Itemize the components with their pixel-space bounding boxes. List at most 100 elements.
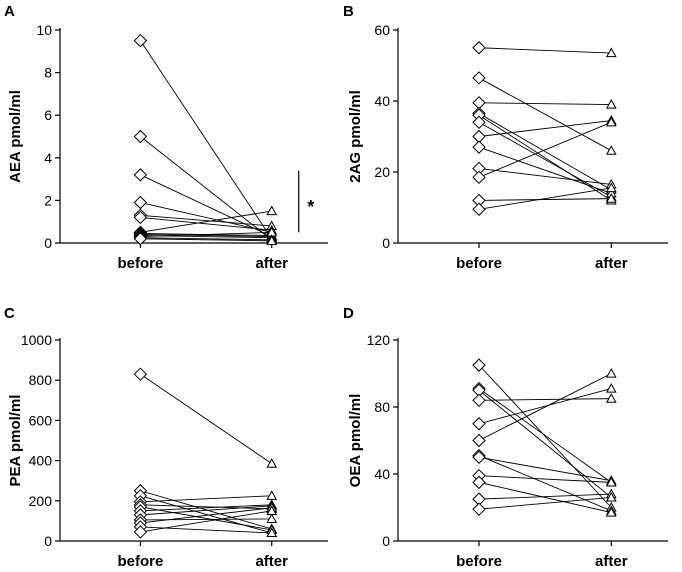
panel-b-after-point [605, 182, 617, 193]
panel-d-before-point [472, 393, 486, 408]
panel-d-after-point [605, 393, 617, 403]
panel-b-pair-line [478, 120, 612, 137]
panel-a-y-tick-label: 10 [36, 22, 52, 38]
panel-c-pair-line [140, 505, 272, 516]
panel-c-category-after: after [255, 553, 288, 570]
panel-b-y-tick-label: 60 [374, 22, 390, 38]
panel-b-letter: B [343, 3, 354, 20]
panel-b-pair-line [478, 114, 612, 201]
panel-a-pair-line [140, 237, 272, 241]
panel-d-before-point [472, 475, 486, 490]
panel-c-pair-line [140, 526, 272, 534]
panel-b-pair-line [478, 168, 612, 185]
panel-a-pair-line [140, 231, 272, 238]
panel-c-after-point [266, 505, 278, 515]
panel-c-after-point [266, 458, 278, 468]
panel-c-category-before: before [117, 553, 163, 570]
panel-d-pair-line [478, 475, 612, 483]
panel-a-before-point [133, 210, 148, 225]
panel-c-before-point [133, 525, 148, 539]
panel-a-significance-star: * [307, 197, 314, 217]
panel-a-letter: A [4, 3, 15, 20]
panel-c-pair-line [140, 504, 272, 510]
panel-a-y-tick-label: 4 [44, 150, 52, 166]
panel-c-y-tick-label: 0 [44, 533, 52, 549]
panel-c-pair-line [140, 506, 272, 531]
panel-d-pair-line [478, 388, 612, 425]
panel-a-pair-line [140, 214, 272, 227]
panel-c-pair-line [140, 490, 272, 530]
panel-b-after-point [605, 99, 617, 109]
panel-b-pair-line [478, 47, 612, 54]
panel-d-after-point [605, 476, 617, 487]
panel-b-pair-line [478, 198, 612, 201]
panel-d-pair-line [478, 497, 612, 510]
panel-d-y-tick-label: 80 [374, 399, 390, 415]
panel-d-pair-line [478, 373, 612, 441]
panel-d-pair-line [478, 364, 612, 508]
panel-d-after-point [605, 383, 617, 393]
panel-b-pair-line [478, 121, 612, 198]
panel-c-pair-line [140, 373, 272, 464]
panel-b-after-point [605, 193, 617, 203]
panel-b-y-axis-label: 2AG pmol/ml [347, 90, 364, 183]
panel-c-y-tick-label: 200 [29, 493, 53, 509]
panel-d-pair-line [478, 398, 612, 401]
panel-a-before-point [133, 33, 148, 48]
panel-d-pair-line [478, 455, 612, 512]
panel-a-category-before: before [117, 255, 163, 272]
panel-a-y-tick-label: 8 [44, 65, 52, 81]
panel-a-pair-line [140, 210, 272, 233]
panel-c-y-tick-label: 1000 [21, 332, 52, 348]
panel-d-category-after: after [595, 553, 628, 570]
panel-c-after-point [266, 527, 278, 538]
panel-b-after-point [605, 116, 617, 127]
panel-b-before-point [472, 41, 486, 55]
panel-d-y-tick-label: 40 [374, 466, 390, 482]
panel-a-y-tick-label: 6 [44, 107, 52, 123]
panel-a-category-after: after [255, 255, 288, 272]
panel-a-pair-line [140, 216, 272, 231]
panel-b-pair-line [478, 113, 612, 191]
panel-c-y-tick-label: 400 [29, 453, 53, 469]
panel-d-pair-line [478, 456, 612, 482]
panel-d-y-tick-label: 120 [367, 332, 391, 348]
panel-d-before-point [472, 358, 486, 372]
panel-b-pair-line [478, 121, 612, 178]
panel-a-before-point [133, 232, 148, 246]
panel-d-before-point [472, 450, 486, 464]
panel-a-before-point [133, 195, 148, 210]
panel-a-after-point [266, 205, 278, 216]
panel-a-after-point [266, 235, 278, 245]
panel-a-before-point [133, 129, 148, 144]
panel-a-y-tick-label: 0 [44, 235, 52, 251]
panel-c-pair-line [140, 504, 272, 512]
panel-d-y-axis-label: OEA pmol/ml [347, 394, 364, 488]
panel-b-after-point [605, 47, 617, 58]
panel-b-before-point [472, 170, 486, 185]
panel-a-pair-line [140, 136, 272, 241]
panel-b-pair-line [478, 146, 612, 194]
panel-d-before-point [472, 433, 486, 448]
panel-d-pair-line [478, 389, 612, 498]
panel-c-after-point [266, 513, 278, 523]
panel-c-pair-line [140, 507, 272, 524]
panel-a-pair-line [140, 238, 272, 242]
panel-b-y-tick-label: 40 [374, 93, 390, 109]
panel-c-letter: C [4, 305, 15, 322]
panel-d-after-point [605, 491, 617, 502]
panel-d-after-point [605, 506, 617, 517]
panel-a-y-tick-label: 2 [44, 192, 52, 208]
panel-b-pair-line [478, 77, 612, 152]
panel-b-before-point [472, 202, 486, 216]
panel-d-letter: D [343, 305, 354, 322]
panel-c-pair-line [140, 495, 272, 503]
panel-d-y-tick-label: 0 [382, 533, 390, 549]
panel-d-category-before: before [456, 553, 502, 570]
panel-d-before-point [472, 417, 486, 431]
panel-b-category-after: after [595, 255, 628, 272]
panel-c-after-point [266, 490, 278, 500]
panel-a-pair-line [140, 202, 272, 233]
panel-c-y-tick-label: 800 [29, 372, 53, 388]
